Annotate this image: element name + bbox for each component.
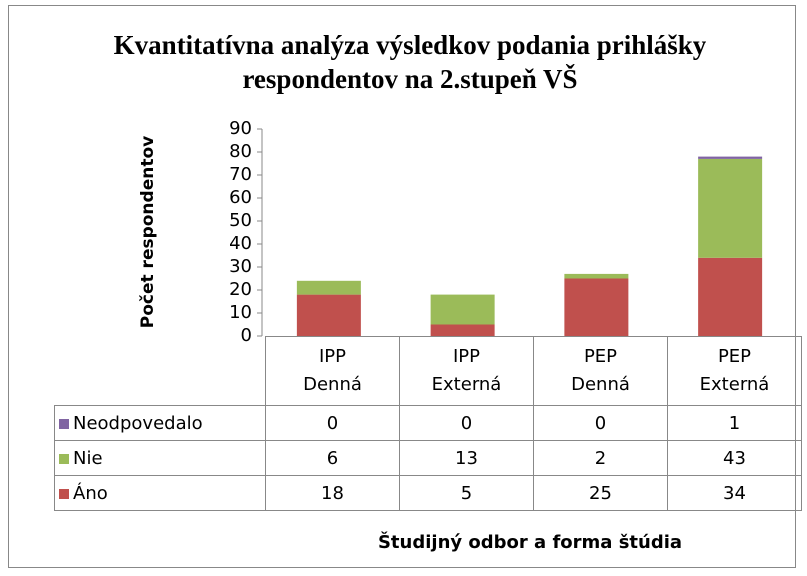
y-tick-label: 10 bbox=[229, 302, 252, 323]
bar-segment bbox=[430, 294, 495, 325]
y-tick-label: 20 bbox=[229, 279, 252, 300]
category-cell: PEP Externá bbox=[667, 336, 802, 406]
bar-segment bbox=[698, 257, 763, 336]
legend-swatch bbox=[59, 418, 69, 429]
x-tick-label: PEP Denná bbox=[571, 346, 630, 395]
bar-segment bbox=[698, 158, 763, 258]
table-value: 1 bbox=[667, 405, 802, 441]
x-tick-label: PEP Externá bbox=[699, 346, 770, 395]
legend-swatch bbox=[59, 453, 69, 464]
y-tick-label: 50 bbox=[229, 210, 252, 231]
table-value: 0 bbox=[399, 405, 534, 441]
category-cell: IPP Denná bbox=[265, 336, 400, 406]
x-tick-label: IPP Externá bbox=[431, 346, 502, 395]
table-row: Nie 6 13 2 43 bbox=[54, 440, 802, 476]
x-tick-label: IPP Denná bbox=[303, 346, 362, 395]
table-value: 43 bbox=[667, 440, 802, 476]
table-row: Neodpovedalo 0 0 0 1 bbox=[54, 405, 802, 441]
table-value: 0 bbox=[533, 405, 668, 441]
legend-label: Nie bbox=[73, 447, 103, 469]
table-value: 2 bbox=[533, 440, 668, 476]
table-value: 6 bbox=[265, 440, 400, 476]
y-tick-label: 90 bbox=[229, 118, 252, 139]
table-header-row: IPP Denná IPP Externá PEP Denná PEP Externá bbox=[54, 336, 802, 406]
bar-segment bbox=[698, 156, 763, 159]
legend-label: Áno bbox=[73, 482, 108, 504]
chart-frame bbox=[8, 5, 796, 568]
table-value: 5 bbox=[399, 475, 534, 511]
bar-segment bbox=[564, 273, 629, 279]
bar-segment bbox=[430, 324, 495, 336]
y-axis-label: Počet respondentov bbox=[138, 136, 158, 328]
y-tick-label: 40 bbox=[229, 233, 252, 254]
bar-segment bbox=[296, 294, 361, 336]
table-value: 25 bbox=[533, 475, 668, 511]
category-cell: PEP Denná bbox=[533, 336, 668, 406]
table-value: 13 bbox=[399, 440, 534, 476]
category-cell: IPP Externá bbox=[399, 336, 534, 406]
table-value: 34 bbox=[667, 475, 802, 511]
chart-title: Kvantitatívna analýza výsledkov podania … bbox=[113, 30, 707, 94]
legend-cell: Nie bbox=[54, 440, 266, 476]
data-table: IPP Denná IPP Externá PEP Denná PEP Externá… bbox=[54, 336, 802, 511]
legend-cell: Neodpovedalo bbox=[54, 405, 266, 441]
y-tick-label: 60 bbox=[229, 187, 252, 208]
table-corner bbox=[54, 336, 266, 406]
legend-label: Neodpovedalo bbox=[73, 412, 203, 434]
y-tick-label: 70 bbox=[229, 164, 252, 185]
table-row: Áno 18 5 25 34 bbox=[54, 475, 802, 511]
legend-swatch bbox=[59, 488, 69, 499]
legend-cell: Áno bbox=[54, 475, 266, 511]
bar-segment bbox=[296, 280, 361, 295]
bar-segment bbox=[564, 278, 629, 336]
y-tick-label: 80 bbox=[229, 141, 252, 162]
y-tick-label: 0 bbox=[241, 325, 252, 346]
table-value: 0 bbox=[265, 405, 400, 441]
x-axis-label: Študijný odbor a forma štúdia bbox=[377, 532, 683, 553]
y-tick-label: 30 bbox=[229, 256, 252, 277]
table-value: 18 bbox=[265, 475, 400, 511]
